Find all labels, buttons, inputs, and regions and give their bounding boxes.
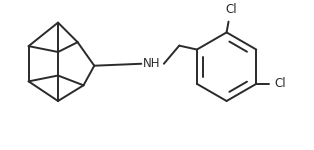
- Text: Cl: Cl: [226, 3, 237, 16]
- Text: NH: NH: [143, 57, 161, 70]
- Text: Cl: Cl: [274, 77, 285, 90]
